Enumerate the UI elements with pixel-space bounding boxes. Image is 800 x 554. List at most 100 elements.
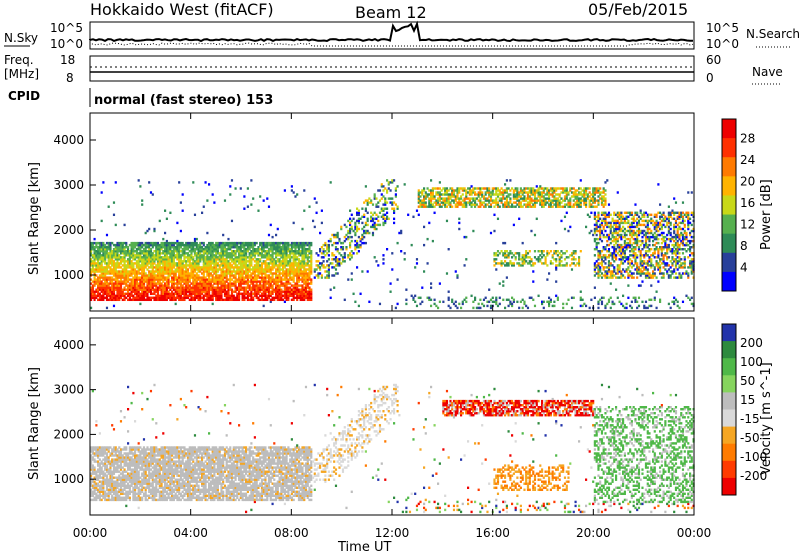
heatmap-cell — [310, 268, 313, 271]
heatmap-cell — [142, 280, 146, 283]
heatmap-cell — [533, 189, 537, 192]
heatmap-cell — [306, 258, 309, 261]
heatmap-cell — [611, 302, 614, 306]
heatmap-cell — [151, 258, 154, 261]
heatmap-cell — [206, 243, 209, 247]
heatmap-cell — [100, 191, 103, 194]
heatmap-cell — [299, 278, 302, 281]
heatmap-cell — [511, 304, 514, 308]
heatmap-cell — [308, 260, 311, 263]
heatmap-cell — [225, 280, 228, 283]
heatmap-cell — [105, 290, 109, 293]
heatmap-cell — [132, 270, 135, 273]
heatmap-cell — [206, 246, 209, 249]
heatmap-cell — [264, 282, 267, 285]
heatmap-cell — [178, 290, 181, 293]
heatmap-cell — [160, 278, 163, 281]
heatmap-cell — [600, 195, 604, 198]
heatmap-cell — [523, 262, 526, 265]
heatmap-cell — [405, 288, 408, 291]
heatmap-cell — [474, 199, 477, 202]
heatmap-cell — [282, 298, 285, 302]
heatmap-cell — [153, 284, 156, 287]
heatmap-cell — [248, 256, 251, 259]
heatmap-cell — [518, 195, 521, 198]
heatmap-cell — [193, 254, 197, 257]
heatmap-cell — [276, 260, 279, 263]
heatmap-cell — [578, 258, 581, 261]
heatmap-cell — [155, 296, 158, 300]
heatmap-cell — [304, 284, 308, 287]
heatmap-cell — [595, 205, 598, 208]
heatmap-cell — [206, 294, 209, 298]
heatmap-cell — [366, 201, 369, 204]
heatmap-cell — [574, 189, 577, 192]
heatmap-cell — [151, 286, 154, 289]
heatmap-cell — [119, 274, 123, 277]
heatmap-cell — [424, 195, 427, 198]
heatmap-cell — [533, 193, 537, 196]
heatmap-cell — [541, 201, 544, 204]
heatmap-cell — [132, 266, 135, 269]
heatmap-cell — [304, 286, 308, 289]
heatmap-cell — [518, 262, 521, 265]
heatmap-cell — [222, 280, 225, 283]
heatmap-cell — [241, 278, 244, 281]
heatmap-cell — [172, 294, 175, 298]
heatmap-cell — [267, 262, 271, 265]
heatmap-cell — [331, 262, 334, 265]
heatmap-cell — [209, 260, 212, 263]
heatmap-cell — [165, 252, 168, 255]
heatmap-cell — [613, 250, 616, 253]
heatmap-cell — [334, 235, 338, 239]
heatmap-cell — [232, 262, 235, 265]
heatmap-cell — [273, 278, 276, 281]
heatmap-cell — [192, 284, 195, 287]
heatmap-cell — [412, 215, 415, 219]
heatmap-cell — [482, 205, 486, 208]
heatmap-cell — [528, 256, 531, 259]
heatmap-cell — [202, 286, 205, 289]
heatmap-cell — [283, 288, 286, 291]
heatmap-cell — [186, 280, 190, 283]
heatmap-cell — [190, 268, 193, 271]
heatmap-cell — [211, 278, 214, 281]
heatmap-cell — [114, 254, 117, 257]
heatmap-cell — [317, 264, 320, 267]
heatmap-cell — [597, 217, 600, 221]
heatmap-cell — [458, 199, 461, 202]
heatmap-cell — [516, 187, 519, 190]
heatmap-cell — [303, 258, 306, 261]
heatmap-cell — [144, 266, 147, 269]
heatmap-cell — [232, 241, 235, 245]
heatmap-cell — [518, 201, 521, 204]
heatmap-cell — [465, 193, 468, 196]
heatmap-cell — [104, 290, 107, 293]
heatmap-cell — [234, 272, 237, 275]
heatmap-cell — [250, 276, 253, 279]
heatmap-cell — [102, 296, 105, 300]
heatmap-cell — [569, 197, 572, 200]
heatmap-cell — [613, 229, 616, 233]
heatmap-cell — [232, 246, 235, 249]
heatmap-cell — [347, 231, 350, 235]
heatmap-cell — [192, 286, 195, 289]
heatmap-cell — [306, 250, 309, 253]
heatmap-cell — [201, 254, 204, 257]
heatmap-cell — [523, 258, 526, 261]
heatmap-cell — [192, 246, 195, 249]
heatmap-cell — [116, 264, 119, 267]
heatmap-cell — [525, 254, 528, 257]
heatmap-cell — [326, 252, 329, 255]
heatmap-cell — [556, 298, 559, 302]
heatmap-cell — [201, 290, 204, 293]
heatmap-cell — [215, 268, 218, 271]
heatmap-cell — [393, 209, 396, 212]
heatmap-cell — [179, 266, 182, 269]
heatmap-cell — [570, 306, 574, 310]
heatmap-cell — [211, 298, 214, 302]
heatmap-cell — [488, 199, 491, 202]
heatmap-cell — [600, 219, 604, 223]
heatmap-cell — [437, 199, 440, 202]
heatmap-cell — [192, 278, 195, 281]
